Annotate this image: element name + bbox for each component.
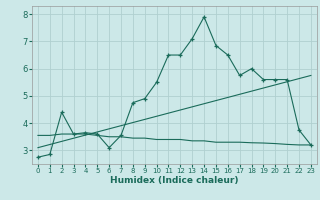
X-axis label: Humidex (Indice chaleur): Humidex (Indice chaleur): [110, 176, 239, 185]
